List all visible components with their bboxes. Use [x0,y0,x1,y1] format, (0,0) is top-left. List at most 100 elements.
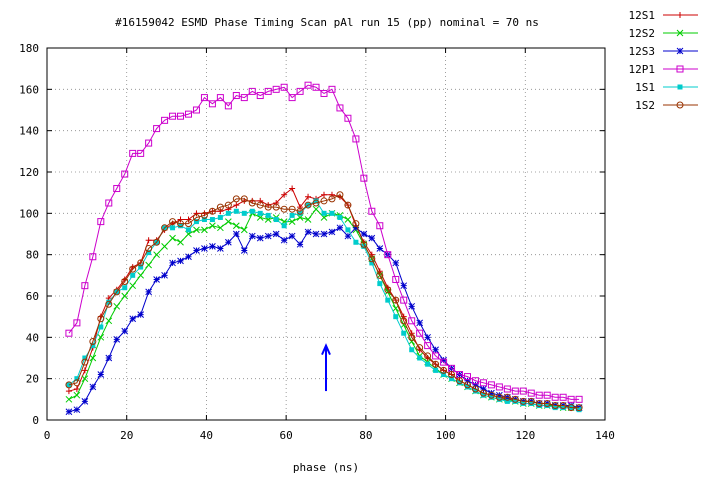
data-point [408,333,416,341]
x-tick-label: 60 [280,429,293,442]
data-point [145,288,152,296]
data-point [336,224,344,232]
data-point [240,195,248,203]
data-point [178,223,184,229]
data-point [73,391,81,399]
data-point [185,216,192,223]
data-point [519,387,527,395]
data-point [352,220,360,228]
data-point [336,191,344,199]
data-point [65,381,73,389]
data-point [81,367,88,374]
data-point [81,358,89,366]
nominal-arrow-head [321,343,331,356]
data-point [304,216,312,223]
data-point [129,265,137,273]
data-point [511,395,519,403]
data-point [433,367,439,373]
data-point [121,292,129,300]
data-point [504,398,510,404]
legend-label: 12S3 [629,45,656,58]
data-point [113,302,121,310]
data-point [344,114,352,122]
data-point [209,222,216,230]
data-point [89,253,97,261]
data-point [216,203,224,211]
data-point [384,288,392,296]
data-point [321,210,327,216]
x-tick-label: 140 [595,429,615,442]
y-tick-label: 60 [26,290,39,303]
legend-marker [676,29,684,37]
data-point [441,372,447,378]
data-point [145,244,153,252]
data-point [304,228,312,236]
data-point [456,377,464,385]
data-point [305,193,312,200]
data-point [264,87,272,95]
data-point [193,247,200,254]
data-point [192,106,200,114]
data-point [416,319,424,327]
data-point [193,219,199,225]
data-point [520,400,526,406]
data-point [146,250,152,256]
data-point [65,395,73,403]
data-point [65,408,73,416]
data-point [248,87,256,95]
x-tick-label: 100 [436,429,456,442]
data-point [232,92,240,100]
data-point [177,216,184,223]
data-point [472,388,478,394]
data-point [480,392,486,398]
data-point [503,393,511,401]
data-point [528,400,534,406]
data-point [169,112,177,120]
data-point [185,253,192,261]
data-point [130,272,136,278]
legend: 12S1 12S2 12S3 12P1 1S1 1S2 [629,9,698,112]
data-point [487,391,495,399]
data-point [272,203,280,211]
data-point [345,227,351,233]
data-point [97,218,105,226]
data-point [256,234,264,242]
data-point [321,191,328,198]
data-point [161,224,169,232]
data-point [400,296,408,304]
data-point [551,393,559,401]
data-point [471,377,479,385]
grid [47,48,605,420]
data-point [248,232,256,240]
data-point [113,288,121,296]
data-point [280,236,288,244]
data-point [559,402,567,410]
data-point [281,191,288,198]
y-tick-label: 0 [32,414,39,427]
data-point [337,214,343,220]
annotation-layer [321,343,331,392]
data-point [352,224,360,232]
data-point [137,149,145,157]
data-point [73,386,80,392]
y-tick-label: 160 [19,83,39,96]
data-point [495,393,503,401]
data-point [97,371,105,378]
data-point [153,276,160,283]
data-point [73,319,81,327]
data-point [385,297,391,303]
data-point [105,354,113,362]
data-point [448,371,456,379]
y-tick-label: 120 [19,166,39,179]
data-point [536,403,542,409]
data-point [81,398,89,405]
data-point [392,275,400,283]
y-axis: 0 20 40 60 80 100 120 140 160 180 [19,42,605,427]
data-point [105,199,113,207]
data-point [73,406,81,414]
data-point [233,208,239,214]
data-point [464,384,470,390]
data-point [296,240,304,248]
data-point [360,230,368,238]
series-12S1 [65,185,583,411]
